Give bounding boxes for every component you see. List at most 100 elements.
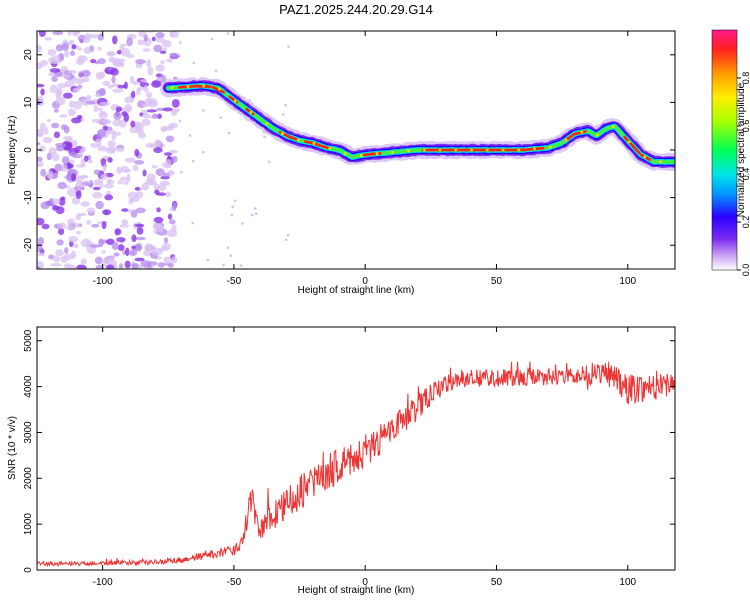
speckle xyxy=(231,205,234,209)
speckle xyxy=(177,108,180,112)
noise-blob xyxy=(37,83,45,88)
noise-blob xyxy=(97,128,107,138)
noise-blob xyxy=(52,255,61,263)
noise-blob xyxy=(63,50,70,58)
noise-blob xyxy=(67,187,77,197)
noise-blob xyxy=(56,87,63,96)
speckle xyxy=(214,69,218,73)
noise-blob xyxy=(141,182,150,191)
noise-blob xyxy=(155,32,165,39)
noise-blob xyxy=(91,118,103,123)
noise-blob xyxy=(134,223,145,228)
noise-blob xyxy=(162,242,171,251)
noise-blob xyxy=(134,159,145,165)
ridge-fleck xyxy=(580,130,584,134)
noise-blob xyxy=(131,234,137,243)
noise-blob xyxy=(160,60,165,65)
noise-blob xyxy=(49,84,58,94)
ridge-fleck xyxy=(328,146,332,150)
ridge-fleck xyxy=(517,148,521,152)
ridge-fleck xyxy=(233,99,237,103)
noise-blob xyxy=(119,224,130,228)
noise-blob xyxy=(73,31,81,35)
snr-series-line xyxy=(37,361,675,568)
noise-blob xyxy=(172,76,178,80)
speckle xyxy=(206,258,210,262)
ridge-fleck xyxy=(470,148,473,152)
speckle xyxy=(230,213,234,217)
noise-blob xyxy=(124,96,135,104)
noise-blob xyxy=(137,39,145,46)
noise-blob xyxy=(106,179,115,185)
noise-blob xyxy=(71,173,77,182)
colorbar-tick-label: 0.0 xyxy=(741,264,750,277)
noise-blob xyxy=(68,152,77,157)
noise-blob xyxy=(134,187,141,191)
y-tick-label: 1000 xyxy=(23,513,34,536)
noise-blob xyxy=(117,180,124,185)
noise-blob xyxy=(100,110,106,116)
ridge-fleck xyxy=(564,138,568,142)
y-tick-label: -20 xyxy=(23,238,34,253)
noise-blob xyxy=(46,118,51,123)
noise-blob xyxy=(76,114,83,120)
x-tick-label: -100 xyxy=(93,577,113,588)
noise-blob xyxy=(140,260,152,268)
noise-blob xyxy=(156,107,165,112)
colorbar-ticks: 0.0 0.2 0.4 0.6 0.8 xyxy=(737,72,750,277)
noise-blob xyxy=(113,111,122,121)
noise-blob xyxy=(119,176,129,181)
noise-blob xyxy=(155,168,165,177)
noise-blob xyxy=(71,44,77,50)
snr-frame xyxy=(36,326,676,571)
noise-blob xyxy=(40,88,45,96)
noise-blob xyxy=(75,164,87,168)
spectrogram-marks xyxy=(37,31,675,269)
ridge-peak xyxy=(631,144,641,155)
noise-blob xyxy=(69,50,76,56)
noise-blob xyxy=(155,64,165,72)
ridge-peak xyxy=(203,84,212,89)
noise-blob xyxy=(112,35,118,45)
noise-blob xyxy=(151,80,162,88)
ridge-fleck xyxy=(611,125,615,128)
speckle xyxy=(263,135,266,139)
speckle xyxy=(202,150,205,154)
noise-blob xyxy=(133,164,139,172)
noise-blob xyxy=(112,119,123,127)
noise-blob xyxy=(107,157,113,163)
noise-blob xyxy=(67,108,76,116)
noise-blob xyxy=(164,237,169,244)
noise-blob xyxy=(62,135,73,141)
spectrogram-ylabel: Frequency (Hz) xyxy=(7,116,18,185)
noise-blob xyxy=(60,196,66,201)
noise-blob xyxy=(75,190,82,199)
noise-blob xyxy=(75,58,85,66)
noise-blob xyxy=(171,155,178,163)
noise-blob xyxy=(37,141,41,146)
noise-blob xyxy=(152,113,158,119)
noise-blob xyxy=(107,84,114,89)
speckle xyxy=(254,212,258,216)
noise-blob xyxy=(135,87,141,96)
noise-blob xyxy=(118,263,123,269)
x-tick-label: 100 xyxy=(619,577,636,588)
noise-blob xyxy=(134,257,145,262)
speckle xyxy=(219,116,222,120)
ridge-fleck xyxy=(186,85,190,89)
noise-blob xyxy=(165,158,172,167)
noise-blob xyxy=(163,256,172,265)
noise-blob xyxy=(84,155,89,162)
noise-blob xyxy=(121,47,131,57)
noise-blob xyxy=(107,51,115,57)
noise-blob xyxy=(46,152,52,161)
noise-blob xyxy=(110,68,119,76)
noise-blob xyxy=(95,138,102,143)
noise-blob xyxy=(89,179,94,189)
noise-blob xyxy=(68,265,77,269)
noise-blob xyxy=(48,147,57,155)
ridge-fleck xyxy=(422,148,426,152)
noise-blob xyxy=(145,91,153,99)
